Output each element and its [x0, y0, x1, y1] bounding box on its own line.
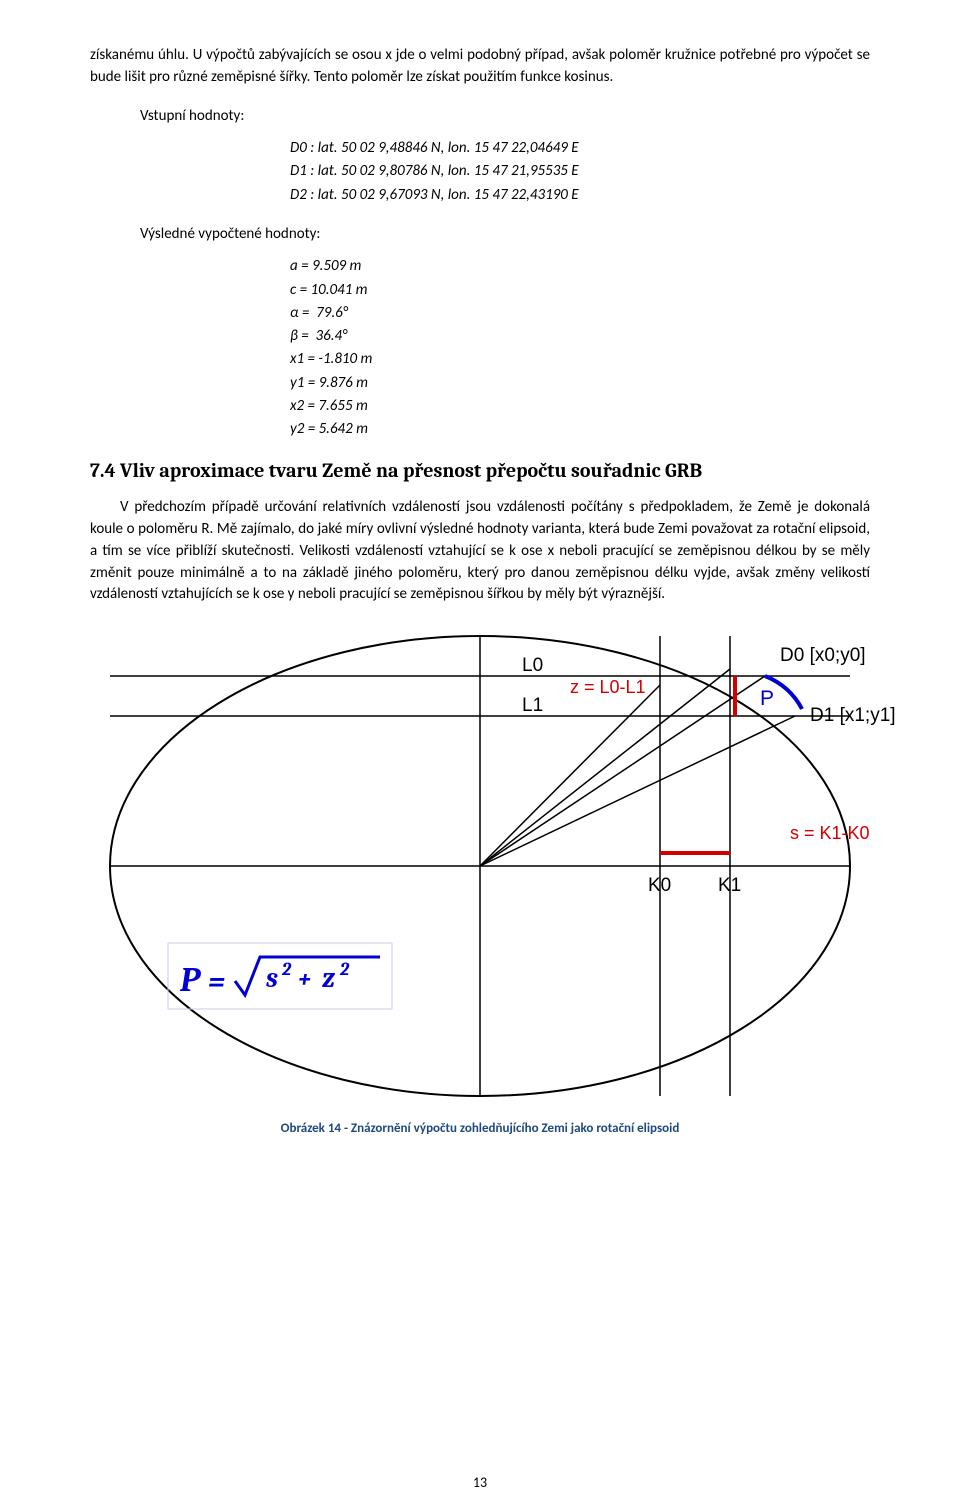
- figure-ellipsoid: L0L1z = L0-L1D0 [x0;y0]PD1 [x1;y1]s = K1…: [90, 621, 870, 1136]
- intro-paragraph: získanému úhlu. U výpočtů zabývajících s…: [90, 45, 870, 89]
- svg-text:=: =: [208, 964, 225, 999]
- output-row: x1 = -1.810 m: [290, 348, 870, 371]
- output-row: x2 = 7.655 m: [290, 395, 870, 418]
- svg-text:K0: K0: [648, 875, 671, 896]
- svg-text:z = L0-L1: z = L0-L1: [570, 677, 646, 697]
- svg-text:+: +: [298, 964, 311, 994]
- svg-text:L0: L0: [522, 655, 543, 676]
- output-row: β = 36.4°: [290, 325, 870, 348]
- ellipsoid-diagram: L0 L1 z = L0-L1 D0 [x0;y0] P D1 [x1;y1] s = K1…: [90, 621, 910, 1111]
- svg-text:P: P: [760, 687, 774, 710]
- svg-text:z: z: [322, 962, 336, 994]
- output-values-block: a = 9.509 m c = 10.041 m α = 79.6° β = 3…: [290, 255, 870, 441]
- svg-text:s: s: [266, 962, 278, 994]
- svg-text:s = K1-K0: s = K1-K0: [790, 823, 870, 843]
- figure-caption: Obrázek 14 - Znázornění výpočtu zohledňu…: [90, 1121, 870, 1136]
- output-row: y2 = 5.642 m: [290, 418, 870, 441]
- section-paragraph: V předchozím případě určování relativníc…: [90, 497, 870, 606]
- output-row: a = 9.509 m: [290, 255, 870, 278]
- output-row: α = 79.6°: [290, 302, 870, 325]
- svg-text:2: 2: [281, 959, 292, 980]
- svg-text:D0 [x0;y0]: D0 [x0;y0]: [780, 645, 866, 666]
- output-values-label: Výsledné vypočtené hodnoty:: [140, 223, 870, 246]
- output-row: y1 = 9.876 m: [290, 372, 870, 395]
- svg-text:L1: L1: [522, 695, 543, 716]
- svg-text:D1 [x1;y1]: D1 [x1;y1]: [810, 705, 896, 726]
- svg-text:P: P: [179, 960, 201, 1000]
- page-number: 13: [0, 1474, 960, 1491]
- input-row: D0 : lat. 50 02 9,48846 N, lon. 15 47 22…: [290, 137, 870, 160]
- input-row: D1 : lat. 50 02 9,80786 N, lon. 15 47 21…: [290, 160, 870, 183]
- svg-text:K1: K1: [718, 875, 741, 896]
- input-row: D2 : lat. 50 02 9,67093 N, lon. 15 47 22…: [290, 184, 870, 207]
- svg-text:2: 2: [339, 959, 350, 980]
- section-heading: 7.4 Vliv aproximace tvaru Země na přesno…: [90, 459, 870, 482]
- input-values-block: D0 : lat. 50 02 9,48846 N, lon. 15 47 22…: [290, 137, 870, 207]
- input-values-label: Vstupní hodnoty:: [140, 105, 870, 128]
- output-row: c = 10.041 m: [290, 279, 870, 302]
